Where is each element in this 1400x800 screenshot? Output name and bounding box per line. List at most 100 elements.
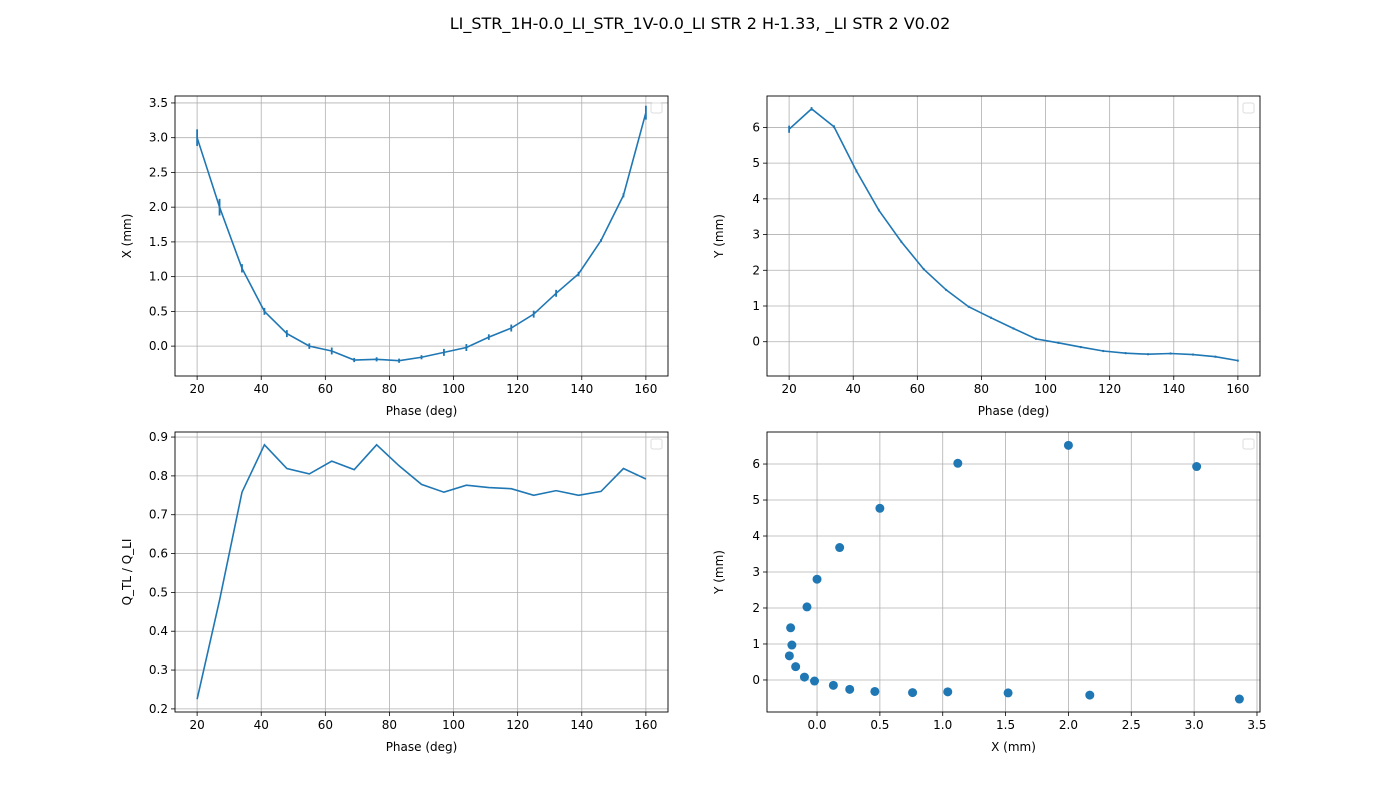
figure-title: LI_STR_1H-0.0_LI_STR_1V-0.0_LI STR 2 H-1… [449, 14, 951, 33]
scatter-point [787, 640, 797, 650]
y-tick-label: 2.0 [149, 200, 168, 214]
y-tick-label: 2 [752, 263, 760, 277]
y-axis-label: Q_TL / Q_LI [120, 539, 134, 606]
subplot-1: 20 40 60 80 100 120 140 160 0.0 0.5 1.0 1.5 2.0 2.5 3.… [120, 95, 669, 418]
scatter-point [812, 574, 822, 584]
x-tick-label: 120 [506, 718, 529, 732]
x-tick-label: 120 [506, 382, 529, 396]
subplot-4: 0.0 0.5 1.0 1.5 2.0 2.5 3.0 3.5 0 1 2 3 4 5 6 X (mm) Y (… [712, 431, 1267, 754]
x-tick-label: 20 [189, 718, 204, 732]
legend-box [1242, 438, 1255, 450]
x-tick-label: 60 [318, 718, 333, 732]
x-tick-label: 20 [189, 382, 204, 396]
scatter-point [1192, 462, 1202, 472]
scatter-point [791, 662, 801, 672]
scatter-point [828, 680, 838, 690]
y-tick-label: 2.5 [149, 165, 168, 179]
scatter-point [1063, 440, 1073, 450]
x-tick-label: 80 [382, 382, 397, 396]
x-tick-label: 1.5 [996, 718, 1015, 732]
y-tick-label: 0.4 [149, 624, 168, 638]
y-tick-label: 0.2 [149, 702, 168, 716]
scatter-point [802, 602, 812, 612]
scatter-point [1085, 690, 1095, 700]
y-axis-label: Y (mm) [712, 550, 726, 595]
subplot-3: 20 40 60 80 100 120 140 160 0.2 0.3 0.4 0.5 0.6 0.7 0.… [120, 430, 669, 754]
scatter-point [810, 676, 820, 686]
y-tick-label: 5 [752, 493, 760, 507]
scatter-point [835, 543, 845, 553]
y-axis-label: X (mm) [120, 214, 134, 259]
x-tick-label: 160 [634, 718, 657, 732]
subplot-2: 20 40 60 80 100 120 140 160 0 1 2 3 4 5 6 Phase (deg) Y … [712, 95, 1261, 418]
x-tick-label: 40 [254, 718, 269, 732]
series-line [196, 112, 647, 362]
series-line [196, 443, 647, 700]
x-axis-label: Phase (deg) [386, 740, 458, 754]
x-tick-label: 40 [254, 382, 269, 396]
y-tick-label: 3 [752, 228, 760, 242]
x-axis-label: X (mm) [991, 740, 1036, 754]
y-tick-label: 0.8 [149, 469, 168, 483]
axes-frame [174, 95, 669, 377]
scatter-point [845, 684, 855, 694]
scatter-point [908, 688, 918, 698]
axes-frame [766, 95, 1261, 377]
y-tick-label: 0.5 [149, 304, 168, 318]
y-tick-label: 0.6 [149, 547, 168, 561]
y-tick-label: 1 [752, 637, 760, 651]
x-tick-label: 140 [570, 382, 593, 396]
x-tick-label: 100 [442, 718, 465, 732]
y-tick-label: 6 [752, 120, 760, 134]
y-tick-label: 0.5 [149, 585, 168, 599]
scatter-point [786, 623, 796, 633]
x-tick-label: 0.5 [870, 718, 889, 732]
x-tick-label: 140 [1162, 382, 1185, 396]
y-axis-label: Y (mm) [712, 214, 726, 259]
axes-frame [174, 431, 669, 713]
x-tick-label: 2.0 [1059, 718, 1078, 732]
scatter-point [784, 651, 794, 661]
x-tick-label: 160 [1226, 382, 1249, 396]
x-tick-label: 60 [910, 382, 925, 396]
axes-frame [766, 431, 1261, 713]
x-tick-label: 3.5 [1247, 718, 1266, 732]
x-tick-label: 100 [442, 382, 465, 396]
y-tick-label: 0.9 [149, 430, 168, 444]
x-axis-label: Phase (deg) [978, 404, 1050, 418]
y-tick-label: 5 [752, 156, 760, 170]
scatter-point [1003, 688, 1013, 698]
y-tick-label: 0 [752, 673, 760, 687]
y-tick-label: 1 [752, 299, 760, 313]
y-tick-label: 3.0 [149, 131, 168, 145]
y-tick-label: 3.5 [149, 96, 168, 110]
y-tick-label: 0.7 [149, 508, 168, 522]
x-tick-label: 80 [382, 718, 397, 732]
y-tick-label: 6 [752, 457, 760, 471]
legend-box [650, 102, 663, 114]
legend-box [1242, 102, 1255, 114]
y-tick-label: 0 [752, 335, 760, 349]
scatter-point [875, 503, 885, 513]
scatter-point [953, 458, 963, 468]
y-tick-label: 2 [752, 601, 760, 615]
scatter-point [799, 672, 809, 682]
y-tick-label: 4 [752, 192, 760, 206]
legend-box [650, 438, 663, 450]
x-tick-label: 0.0 [807, 718, 826, 732]
y-tick-label: 1.5 [149, 235, 168, 249]
scatter-point [943, 687, 953, 697]
y-tick-label: 0.3 [149, 663, 168, 677]
y-tick-label: 1.0 [149, 270, 168, 284]
x-tick-label: 20 [781, 382, 796, 396]
scatter-point [870, 686, 880, 696]
x-tick-label: 3.0 [1185, 718, 1204, 732]
x-tick-label: 120 [1098, 382, 1121, 396]
x-tick-label: 60 [318, 382, 333, 396]
x-tick-label: 160 [634, 382, 657, 396]
x-tick-label: 140 [570, 718, 593, 732]
x-tick-label: 100 [1034, 382, 1057, 396]
y-tick-label: 4 [752, 529, 760, 543]
